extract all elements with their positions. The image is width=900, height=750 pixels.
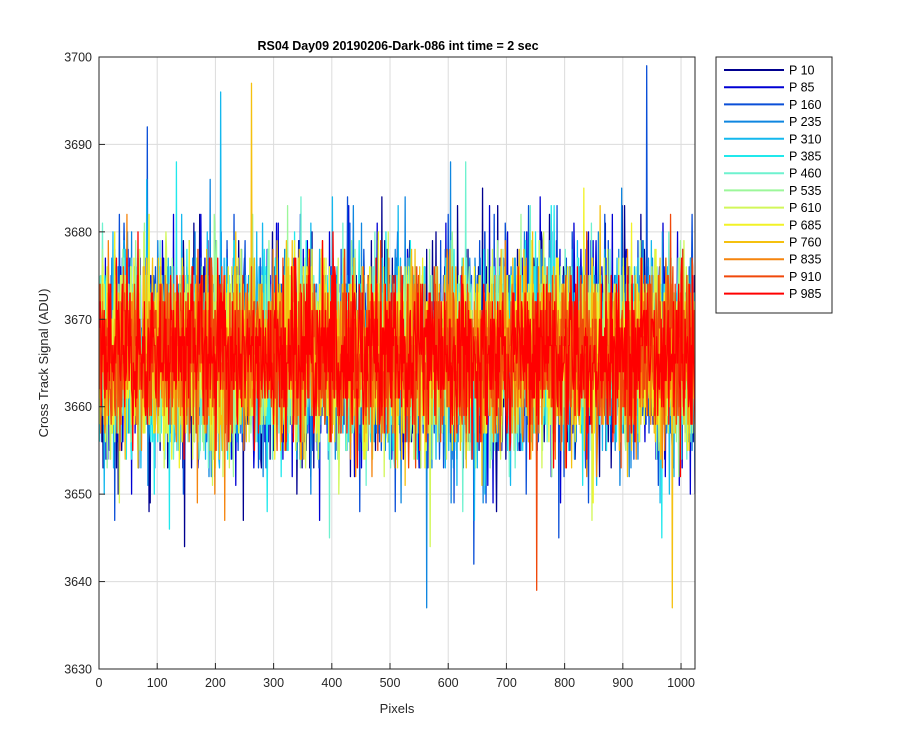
y-axis-label: Cross Track Signal (ADU) [36,289,51,438]
x-tick-label: 700 [496,676,517,690]
y-tick-label: 3700 [64,51,92,65]
x-tick-label: 0 [96,676,103,690]
y-axis: 3630 3640 3650 3660 3670 3680 3690 3700 [64,51,105,677]
legend-label: P 685 [789,218,821,232]
axes-box [98,56,696,670]
series-line [99,231,695,478]
legend-label: P 535 [789,184,821,198]
x-tick-label: 200 [205,676,226,690]
y-tick-label: 3680 [64,225,92,239]
legend-label: P 310 [789,132,821,146]
x-tick-label: 300 [263,676,284,690]
legend-label: P 10 [789,64,815,78]
chart-title: RS04 Day09 20190206-Dark-086 int time = … [257,39,538,53]
y-tick-label: 3690 [64,138,92,152]
legend-label: P 160 [789,98,821,112]
x-tick-label: 800 [554,676,575,690]
legend-label: P 385 [789,150,821,164]
legend-label: P 910 [789,270,821,284]
legend-label: P 85 [789,81,815,95]
x-tick-label: 900 [612,676,633,690]
legend-label: P 610 [789,201,821,215]
legend-box [715,56,833,314]
legend-label: P 760 [789,236,821,250]
y-tick-label: 3670 [64,313,92,327]
series-lines [99,65,695,609]
x-tick-label: 600 [438,676,459,690]
legend: P 10 P 85 P 160 P 235 P 310 P 385 P 460 P 535 P … [715,56,833,314]
x-tick-label: 400 [321,676,342,690]
legend-label: P 460 [789,167,821,181]
x-tick-label: 500 [380,676,401,690]
legend-label: P 835 [789,253,821,267]
y-tick-label: 3660 [64,400,92,414]
y-tick-label: 3630 [64,663,92,677]
legend-label: P 985 [789,287,821,301]
x-tick-label: 1000 [667,676,695,690]
x-axis-label: Pixels [380,701,415,716]
x-axis: 0 100 200 300 400 500 600 700 800 900 1000 [96,663,695,690]
y-tick-label: 3650 [64,488,92,502]
x-tick-label: 100 [147,676,168,690]
legend-label: P 235 [789,115,821,129]
plot-area: 0 100 200 300 400 500 600 700 800 900 1000 3630 364… [64,51,696,690]
y-tick-label: 3640 [64,575,92,589]
